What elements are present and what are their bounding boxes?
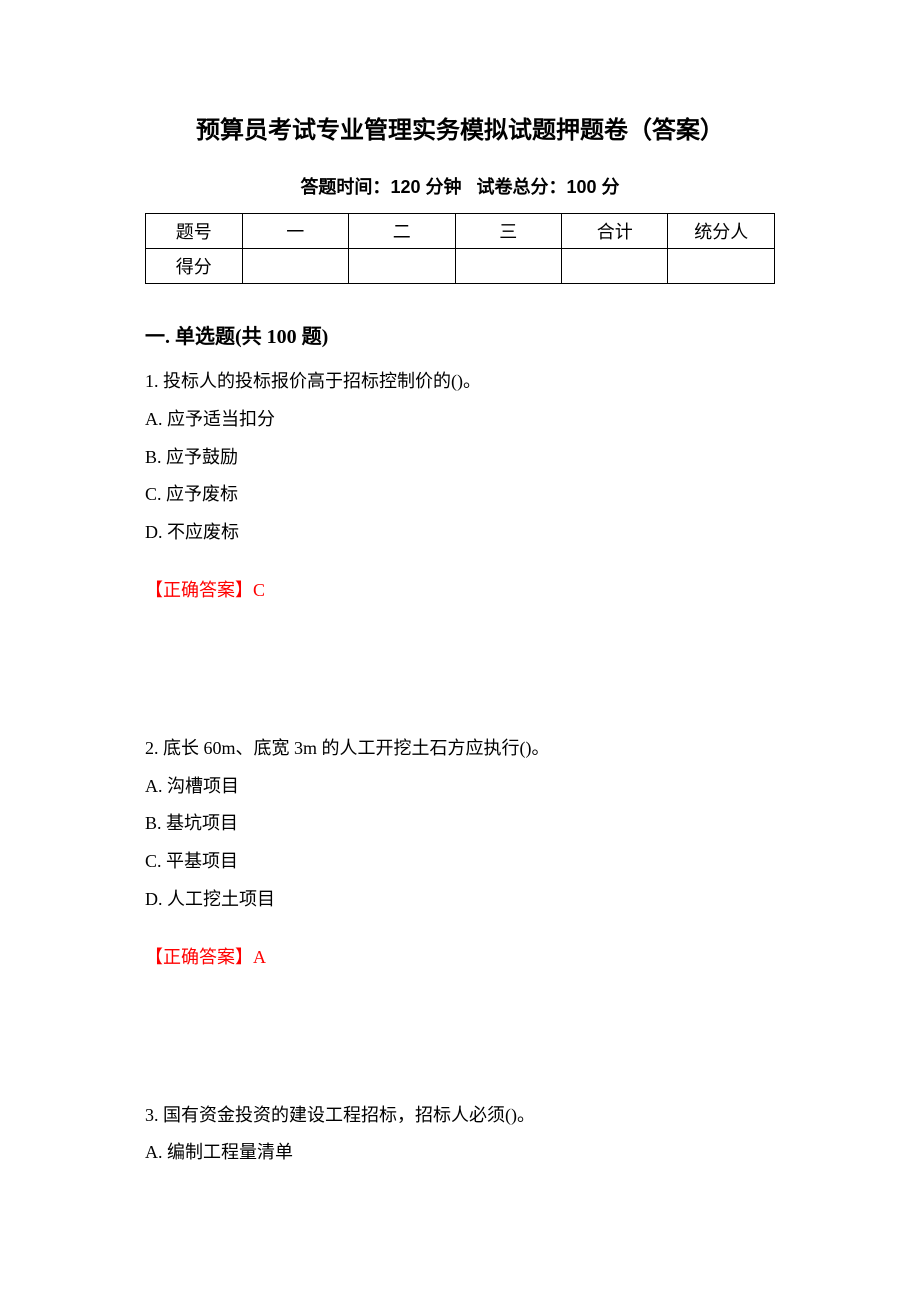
cell bbox=[562, 249, 668, 284]
question-option: C. 平基项目 bbox=[145, 843, 775, 881]
cell bbox=[668, 249, 775, 284]
answer-label: 【正确答案】 bbox=[145, 580, 253, 600]
score-table: 题号 一 二 三 合计 统分人 得分 bbox=[145, 213, 775, 284]
cell: 统分人 bbox=[668, 214, 775, 249]
question-option: A. 编制工程量清单 bbox=[145, 1134, 775, 1172]
cell-row-header: 得分 bbox=[146, 249, 243, 284]
question-block: 2. 底长 60m、底宽 3m 的人工开挖土石方应执行()。 A. 沟槽项目 B… bbox=[145, 730, 775, 919]
cell bbox=[455, 249, 561, 284]
question-option: B. 基坑项目 bbox=[145, 805, 775, 843]
exam-page: 预算员考试专业管理实务模拟试题押题卷（答案） 答题时间：120 分钟 试卷总分：… bbox=[0, 0, 920, 1302]
question-block: 3. 国有资金投资的建设工程招标，招标人必须()。 A. 编制工程量清单 bbox=[145, 1097, 775, 1173]
answer-value: A bbox=[253, 947, 266, 967]
time-value: 120 分钟 bbox=[390, 177, 461, 197]
answer-value: C bbox=[253, 580, 265, 600]
time-label: 答题时间： bbox=[300, 177, 390, 197]
question-stem: 2. 底长 60m、底宽 3m 的人工开挖土石方应执行()。 bbox=[145, 730, 775, 768]
answer-line: 【正确答案】A bbox=[145, 939, 775, 977]
score-value: 100 分 bbox=[567, 177, 620, 197]
question-stem: 3. 国有资金投资的建设工程招标，招标人必须()。 bbox=[145, 1097, 775, 1135]
question-option: B. 应予鼓励 bbox=[145, 439, 775, 477]
cell bbox=[349, 249, 455, 284]
cell-row-header: 题号 bbox=[146, 214, 243, 249]
table-row: 题号 一 二 三 合计 统分人 bbox=[146, 214, 775, 249]
question-option: D. 不应废标 bbox=[145, 514, 775, 552]
question-option: D. 人工挖土项目 bbox=[145, 881, 775, 919]
question-option: A. 应予适当扣分 bbox=[145, 401, 775, 439]
table-row: 得分 bbox=[146, 249, 775, 284]
score-label: 试卷总分： bbox=[477, 177, 567, 197]
cell bbox=[242, 249, 348, 284]
question-block: 1. 投标人的投标报价高于招标控制价的()。 A. 应予适当扣分 B. 应予鼓励… bbox=[145, 363, 775, 552]
section-heading: 一. 单选题(共 100 题) bbox=[145, 320, 775, 349]
cell: 一 bbox=[242, 214, 348, 249]
question-stem: 1. 投标人的投标报价高于招标控制价的()。 bbox=[145, 363, 775, 401]
question-option: C. 应予废标 bbox=[145, 476, 775, 514]
question-option: A. 沟槽项目 bbox=[145, 768, 775, 806]
answer-label: 【正确答案】 bbox=[145, 947, 253, 967]
page-title: 预算员考试专业管理实务模拟试题押题卷（答案） bbox=[145, 110, 775, 145]
cell: 三 bbox=[455, 214, 561, 249]
cell: 二 bbox=[349, 214, 455, 249]
cell: 合计 bbox=[562, 214, 668, 249]
answer-line: 【正确答案】C bbox=[145, 572, 775, 610]
page-subtitle: 答题时间：120 分钟 试卷总分：100 分 bbox=[145, 173, 775, 199]
